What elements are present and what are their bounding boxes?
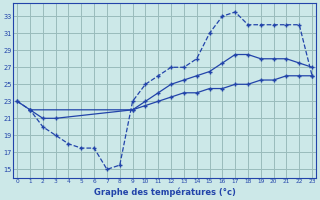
X-axis label: Graphe des températures (°c): Graphe des températures (°c): [94, 187, 236, 197]
